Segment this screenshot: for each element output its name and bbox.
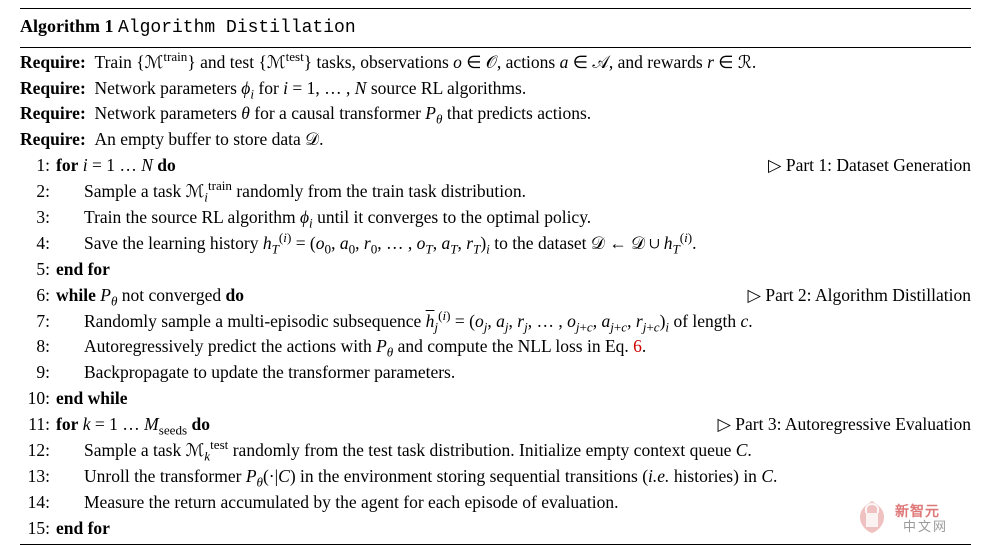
step-comment: ▷ Part 1: Dataset Generation	[768, 153, 971, 179]
require-line: Require: Network parameters ϕi for i = 1…	[20, 76, 971, 102]
step-number: 3:	[20, 205, 56, 231]
step-content: Sample a task ℳitrain randomly from the …	[56, 179, 971, 205]
step-content: Randomly sample a multi-episodic subsequ…	[56, 309, 971, 335]
step-number: 12:	[20, 438, 56, 464]
algorithm-number: Algorithm 1	[20, 16, 114, 36]
steps-block: 1:for i = 1 … N do▷ Part 1: Dataset Gene…	[20, 153, 971, 541]
step-line: 13:Unroll the transformer Pθ(·|C) in the…	[20, 464, 971, 490]
step-number: 9:	[20, 360, 56, 386]
step-number: 6:	[20, 283, 56, 309]
step-line: 7:Randomly sample a multi-episodic subse…	[20, 309, 971, 335]
rule-top	[20, 8, 971, 9]
step-comment: ▷ Part 3: Autoregressive Evaluation	[717, 412, 971, 438]
step-line: 15:end for	[20, 516, 971, 542]
step-content: Save the learning history hT(i) = (o0, a…	[56, 231, 971, 257]
step-line: 4:Save the learning history hT(i) = (o0,…	[20, 231, 971, 257]
step-comment: ▷ Part 2: Algorithm Distillation	[748, 283, 971, 309]
require-line: Require: An empty buffer to store data 𝒟…	[20, 127, 971, 153]
step-line: 10:end while	[20, 386, 971, 412]
step-number: 10:	[20, 386, 56, 412]
rule-bottom	[20, 544, 971, 545]
step-content: while Pθ not converged do▷ Part 2: Algor…	[56, 283, 971, 309]
step-number: 11:	[20, 412, 56, 438]
step-number: 5:	[20, 257, 56, 283]
step-line: 1:for i = 1 … N do▷ Part 1: Dataset Gene…	[20, 153, 971, 179]
step-content: Train the source RL algorithm ϕi until i…	[56, 205, 971, 231]
step-line: 3:Train the source RL algorithm ϕi until…	[20, 205, 971, 231]
algorithm-title: Algorithm 1 Algorithm Distillation	[20, 11, 971, 45]
algorithm-block: Algorithm 1 Algorithm Distillation Requi…	[0, 0, 991, 541]
step-content: end for	[56, 257, 971, 283]
require-line: Require: Train {ℳtrain} and test {ℳtest}…	[20, 50, 971, 76]
step-content: Unroll the transformer Pθ(·|C) in the en…	[56, 464, 971, 490]
step-number: 4:	[20, 231, 56, 257]
algorithm-name: Algorithm Distillation	[118, 18, 356, 38]
step-line: 8:Autoregressively predict the actions w…	[20, 334, 971, 360]
step-content: Sample a task ℳktest randomly from the t…	[56, 438, 971, 464]
rule-mid	[20, 47, 971, 48]
step-content: Measure the return accumulated by the ag…	[56, 490, 971, 516]
step-line: 6:while Pθ not converged do▷ Part 2: Alg…	[20, 283, 971, 309]
step-content: Backpropagate to update the transformer …	[56, 360, 971, 386]
step-number: 14:	[20, 490, 56, 516]
step-number: 1:	[20, 153, 56, 179]
step-number: 13:	[20, 464, 56, 490]
step-content: for i = 1 … N do▷ Part 1: Dataset Genera…	[56, 153, 971, 179]
step-content: for k = 1 … Mseeds do▷ Part 3: Autoregre…	[56, 412, 971, 438]
requires-block: Require: Train {ℳtrain} and test {ℳtest}…	[20, 50, 971, 154]
step-number: 15:	[20, 516, 56, 542]
step-line: 5:end for	[20, 257, 971, 283]
step-content: Autoregressively predict the actions wit…	[56, 334, 971, 360]
step-line: 14:Measure the return accumulated by the…	[20, 490, 971, 516]
step-number: 8:	[20, 334, 56, 360]
step-number: 2:	[20, 179, 56, 205]
step-content: end for	[56, 516, 971, 542]
step-line: 12:Sample a task ℳktest randomly from th…	[20, 438, 971, 464]
step-content: end while	[56, 386, 971, 412]
step-line: 2:Sample a task ℳitrain randomly from th…	[20, 179, 971, 205]
step-line: 9:Backpropagate to update the transforme…	[20, 360, 971, 386]
require-line: Require: Network parameters θ for a caus…	[20, 101, 971, 127]
step-number: 7:	[20, 309, 56, 335]
step-line: 11:for k = 1 … Mseeds do▷ Part 3: Autore…	[20, 412, 971, 438]
